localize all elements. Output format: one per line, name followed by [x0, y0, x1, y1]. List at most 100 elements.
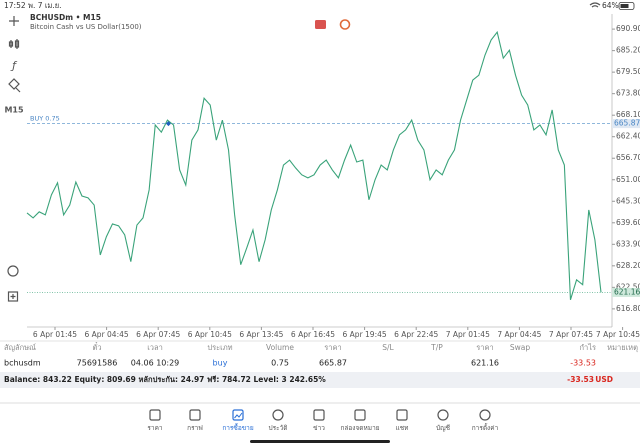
summary-profit: -33.53 [567, 375, 594, 384]
bid-tag [612, 287, 640, 297]
zoom-icon[interactable] [7, 265, 19, 277]
wifi-icon [589, 2, 601, 8]
tab-icon[interactable] [232, 409, 244, 421]
column-header: ตั๋ว [92, 342, 101, 352]
tab-label[interactable]: การซื้อขาย [222, 423, 253, 432]
y-tick-label: 622.50 [616, 282, 640, 291]
crosshair-icon[interactable] [9, 16, 19, 26]
y-tick-label: 662.40 [616, 132, 640, 141]
y-tick-label: 673.80 [616, 89, 640, 98]
status-date: พ. 7 เม.ย. [28, 1, 62, 10]
x-tick-label: 6 Apr 19:45 [343, 330, 387, 339]
chart-area: 690.90 685.20 679.50 673.80 668.10 662.40 656.… [26, 14, 640, 339]
x-tick-label: 7 Apr 07:45 [549, 330, 593, 339]
table-cell: 04.06 10:29 [131, 359, 180, 368]
x-tick-label: 7 Apr 01:45 [446, 330, 490, 339]
table-cell: 621.16 [471, 359, 499, 368]
timeframe-button[interactable]: M15 [4, 106, 24, 115]
summary-text: Balance: 843.22 Equity: 809.69 หลักประกั… [4, 375, 326, 384]
x-tick-label: 7 Apr 10:45 [596, 330, 640, 339]
order-label: BUY 0.75 [30, 115, 60, 123]
column-header: สัญลักษณ์ [4, 343, 36, 352]
entry-marker [165, 121, 171, 127]
summary-currency: USD [595, 375, 613, 384]
tab-label[interactable]: ประวัติ [269, 424, 288, 432]
positions-table: สัญลักษณ์ ตั๋ว เวลา ประเภท Volume ราคา S/L T/P ร… [4, 342, 638, 368]
chart-subtitle: Bitcoin Cash vs US Dollar(1500) [30, 23, 142, 31]
add-icon-plus [10, 294, 16, 299]
tab-label[interactable]: แชท [396, 424, 409, 432]
tab-icon-detail [234, 412, 243, 419]
tab-label[interactable]: ราคา [147, 424, 162, 432]
table-cell: 665.87 [319, 359, 347, 368]
y-tick-label: 616.80 [616, 304, 640, 313]
tab-bar: ราคา กราฟ การซื้อขาย ประวัติ ข่าว กล่องจดหมาย… [147, 409, 499, 443]
tab-label[interactable]: ข่าว [313, 424, 325, 432]
tab-label[interactable]: บัญชี [436, 424, 451, 432]
tab-icon[interactable] [313, 409, 325, 421]
x-tick-label: 6 Apr 10:45 [188, 330, 232, 339]
column-header: หมายเหตุ [607, 343, 638, 352]
y-tick-label: 633.90 [616, 239, 640, 248]
tab-icon[interactable] [396, 409, 408, 421]
indicator-icon[interactable] [8, 39, 20, 49]
tab-label[interactable]: กราฟ [187, 424, 203, 432]
y-tick-label: 690.90 [616, 24, 640, 33]
column-header: ประเภท [207, 343, 232, 352]
tab-label[interactable]: การตั้งค่า [472, 423, 499, 432]
y-tick-label: 656.70 [616, 153, 640, 162]
y-tick-label: 651.00 [616, 175, 640, 184]
order-price-tag [612, 119, 640, 129]
order-price-label: 665.87 [614, 119, 640, 128]
x-tick-label: 6 Apr 16:45 [291, 330, 335, 339]
x-tick-label: 6 Apr 07:45 [136, 330, 180, 339]
y-tick-label: 679.50 [616, 67, 640, 76]
add-icon[interactable] [7, 291, 19, 302]
table-cell: buy [213, 359, 228, 368]
objects-icon[interactable] [8, 78, 21, 93]
column-header: ราคา [476, 343, 493, 352]
price-line [26, 30, 602, 300]
column-header: S/L [382, 343, 394, 352]
bid-label: 621.16 [614, 287, 640, 296]
table-cell: -33.53 [570, 359, 596, 368]
one-click-icon[interactable] [339, 19, 351, 30]
table-cell: bchusdm [4, 359, 41, 368]
column-header: ราคา [324, 343, 341, 352]
y-tick-label: 668.10 [616, 110, 640, 119]
battery-icon [618, 2, 635, 10]
chart-title: BCHUSDm • M15 [30, 13, 101, 22]
y-tick-label: 645.30 [616, 196, 640, 205]
column-header: Volume [266, 343, 294, 352]
home-indicator [250, 440, 390, 443]
function-icon[interactable]: ƒ [10, 59, 18, 72]
status-time: 17:52 [4, 1, 26, 10]
y-tick-label: 685.20 [616, 46, 640, 55]
column-header: T/P [430, 343, 443, 352]
tab-icon[interactable] [479, 409, 491, 421]
column-header: เวลา [147, 343, 163, 352]
table-cell: 0.75 [271, 359, 289, 368]
x-tick-label: 6 Apr 13:45 [239, 330, 283, 339]
x-tick-label: 6 Apr 01:45 [33, 330, 77, 339]
y-tick-label: 628.20 [616, 261, 640, 270]
column-header: กำไร [579, 343, 596, 352]
column-header: Swap [510, 343, 530, 352]
y-tick-label: 639.60 [616, 218, 640, 227]
left-toolbar: ƒ M15 [4, 16, 24, 302]
tab-label[interactable]: กล่องจดหมาย [340, 424, 379, 432]
table-cell: 75691586 [77, 359, 118, 368]
x-tick-label: 7 Apr 04:45 [497, 330, 541, 339]
tab-icon[interactable] [272, 409, 284, 421]
tab-icon[interactable] [189, 409, 201, 421]
tab-icon[interactable] [354, 409, 366, 421]
summary-band [0, 372, 640, 388]
status-battery: 64% [602, 1, 619, 10]
battery-level [620, 4, 629, 8]
x-tick-label: 6 Apr 04:45 [85, 330, 129, 339]
tab-icon[interactable] [149, 409, 161, 421]
sell-button[interactable] [315, 20, 326, 29]
tab-icon[interactable] [437, 409, 449, 421]
